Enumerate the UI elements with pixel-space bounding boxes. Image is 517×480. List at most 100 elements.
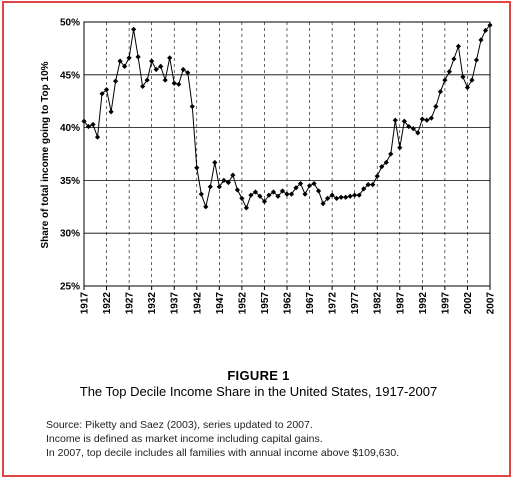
data-point	[437, 89, 443, 95]
y-tick-label: 35%	[60, 176, 80, 187]
data-point	[203, 204, 209, 210]
data-point	[442, 77, 448, 83]
data-point	[352, 192, 358, 198]
plot-area: 25% 30% 35% 40% 45% 50% 1917 1922 1927 1932 1937 19…	[60, 18, 497, 315]
data-point	[275, 193, 281, 199]
x-tick-label: 1977	[350, 292, 361, 315]
x-tick-label: 2002	[463, 292, 474, 315]
data-point	[315, 188, 322, 194]
data-point	[288, 191, 295, 197]
x-tick-label: 1947	[215, 292, 226, 315]
data-point	[144, 77, 150, 83]
data-point	[153, 66, 159, 73]
data-point	[433, 103, 439, 110]
data-point	[90, 121, 96, 128]
data-point	[162, 77, 168, 83]
data-point	[185, 70, 191, 76]
x-tick-label: 1957	[260, 292, 271, 315]
data-point	[343, 194, 349, 200]
data-point	[455, 43, 462, 49]
x-tick-label: 1942	[192, 292, 203, 315]
chart-title: The Top Decile Income Share in the Unite…	[79, 384, 438, 399]
data-point	[293, 185, 299, 191]
data-point	[270, 189, 277, 195]
data-point	[225, 179, 231, 186]
data-point	[419, 116, 425, 122]
data-point	[446, 69, 452, 75]
data-point	[176, 81, 182, 87]
data-point	[388, 151, 394, 157]
x-tick-label: 1927	[125, 292, 136, 315]
source-notes: Source: Piketty and Saez (2003), series …	[46, 418, 399, 460]
data-point	[221, 177, 227, 183]
data-point	[117, 58, 123, 64]
data-point	[284, 191, 290, 197]
y-tick-label: 30%	[60, 229, 80, 240]
data-point	[99, 91, 105, 97]
data-point	[374, 173, 380, 179]
x-tick-label: 1987	[395, 292, 406, 315]
data-point	[252, 189, 259, 195]
x-tick-label: 1917	[80, 292, 91, 315]
x-tick-label: 1962	[283, 292, 294, 315]
source-note: Source: Piketty and Saez (2003), series …	[46, 419, 313, 431]
data-point	[85, 123, 92, 130]
data-point	[140, 83, 146, 90]
x-tick-label: 1972	[328, 292, 339, 315]
data-point	[194, 165, 200, 171]
y-tick-label: 40%	[60, 123, 80, 134]
data-point	[460, 74, 466, 80]
data-point	[406, 123, 412, 130]
data-point	[108, 109, 114, 115]
data-point	[428, 115, 434, 121]
data-point	[239, 195, 245, 201]
data-point	[248, 192, 254, 198]
data-point	[234, 187, 240, 193]
data-point	[329, 192, 335, 198]
data-point	[356, 192, 362, 198]
figure-label: FIGURE 1	[227, 368, 290, 383]
data-point	[266, 192, 272, 198]
data-point	[401, 118, 407, 124]
data-point	[261, 198, 268, 205]
data-point	[279, 188, 286, 194]
y-tick-label: 25%	[60, 282, 80, 293]
data-point	[311, 180, 317, 187]
data-point	[167, 55, 173, 61]
data-point	[243, 205, 249, 211]
data-point	[334, 195, 340, 201]
y-axis-title: Share of total income going to Top 10%	[40, 61, 51, 248]
x-tick-label: 1992	[418, 292, 429, 315]
data-point	[347, 193, 353, 199]
definition-note: Income is defined as market income inclu…	[46, 433, 323, 445]
data-point	[482, 27, 489, 34]
data-point	[379, 164, 385, 170]
data-point	[383, 159, 389, 166]
data-point	[365, 182, 371, 188]
data-point	[469, 77, 475, 83]
x-tick-label: 1982	[373, 292, 384, 315]
data-point	[464, 84, 471, 91]
data-point	[473, 57, 480, 63]
x-tick-label: 1997	[440, 292, 451, 315]
x-tick-label: 1967	[305, 292, 316, 315]
data-point	[149, 58, 155, 64]
data-point	[171, 80, 177, 86]
x-tick-label: 1932	[147, 292, 158, 315]
data-point	[257, 193, 263, 199]
data-point	[361, 186, 367, 192]
data-point	[230, 172, 236, 178]
x-tick-label: 1937	[170, 292, 181, 315]
data-point	[410, 126, 416, 132]
data-point	[424, 117, 430, 123]
data-point	[122, 63, 128, 69]
data-point	[189, 103, 195, 110]
data-point	[451, 56, 457, 62]
data-point	[198, 191, 204, 197]
data-point	[338, 194, 344, 200]
data-point	[297, 180, 304, 187]
data-point	[325, 195, 331, 201]
data-point	[478, 37, 484, 43]
data-point	[180, 66, 186, 73]
data-point	[135, 54, 141, 60]
